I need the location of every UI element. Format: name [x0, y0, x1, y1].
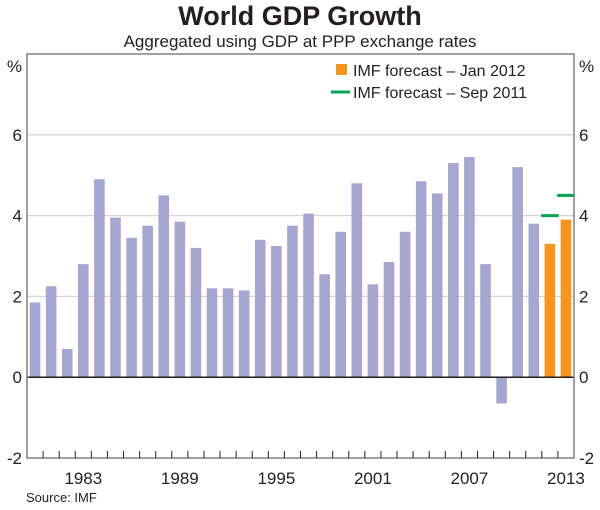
x-tick-label: 2013 [547, 469, 585, 488]
plot-frame [26, 53, 575, 459]
data-bar [335, 231, 347, 378]
y-tick-label-left: 0 [13, 368, 22, 387]
x-tick-label: 1989 [161, 469, 199, 488]
data-bar [512, 167, 524, 378]
forecast-bar [560, 219, 572, 378]
chart-title: World GDP Growth [178, 1, 422, 31]
chart-subtitle: Aggregated using GDP at PPP exchange rat… [123, 32, 477, 51]
data-bar [528, 223, 540, 378]
legend-label-jan-2012: IMF forecast – Jan 2012 [353, 63, 526, 80]
data-bar [287, 225, 298, 378]
data-bar [367, 284, 379, 378]
data-bar [480, 264, 491, 378]
x-tick-label: 1983 [64, 469, 102, 488]
data-bar [496, 377, 507, 404]
data-bar [110, 217, 121, 378]
data-bar [238, 290, 250, 378]
y-tick-label-left: 2 [13, 287, 22, 306]
data-bar [271, 245, 282, 378]
data-bar [174, 221, 186, 378]
data-bar [351, 183, 363, 378]
forecast-bar [544, 243, 556, 378]
data-bar [415, 181, 427, 378]
data-bar [126, 237, 137, 378]
data-bar [77, 264, 89, 378]
y-tick-label-left: 4 [13, 207, 22, 226]
legend-label-sep-2011: IMF forecast – Sep 2011 [353, 85, 527, 102]
data-bar [61, 348, 73, 378]
y-tick-label-left: -2 [7, 449, 22, 468]
data-bar [29, 302, 41, 378]
x-tick-label: 1995 [257, 469, 295, 488]
y-tick-label-right: 2 [579, 287, 588, 306]
data-bar [383, 262, 395, 378]
y-unit-left: % [7, 57, 22, 76]
data-bar [190, 247, 202, 378]
data-bar [45, 286, 57, 378]
y-tick-label-left: 6 [13, 126, 22, 145]
data-bar [142, 225, 153, 378]
data-bar [399, 231, 411, 378]
y-tick-label-right: 4 [579, 207, 588, 226]
data-bar [448, 163, 459, 378]
data-bar [319, 274, 330, 378]
y-tick-label-right: -2 [579, 449, 594, 468]
legend-swatch-jan-2012 [336, 64, 347, 75]
data-bar [464, 157, 475, 378]
data-bar [158, 195, 170, 378]
y-tick-label-right: 0 [579, 368, 588, 387]
data-bar [206, 288, 218, 378]
data-bar [303, 213, 314, 378]
y-tick-label-right: 6 [579, 126, 588, 145]
data-bar [222, 288, 234, 378]
data-bar [431, 193, 443, 378]
x-tick-label: 2007 [451, 469, 489, 488]
data-bar [94, 179, 105, 378]
y-unit-right: % [579, 57, 594, 76]
data-bar [254, 239, 266, 378]
x-tick-label: 2001 [354, 469, 392, 488]
chart-source: Source: IMF [26, 490, 97, 505]
